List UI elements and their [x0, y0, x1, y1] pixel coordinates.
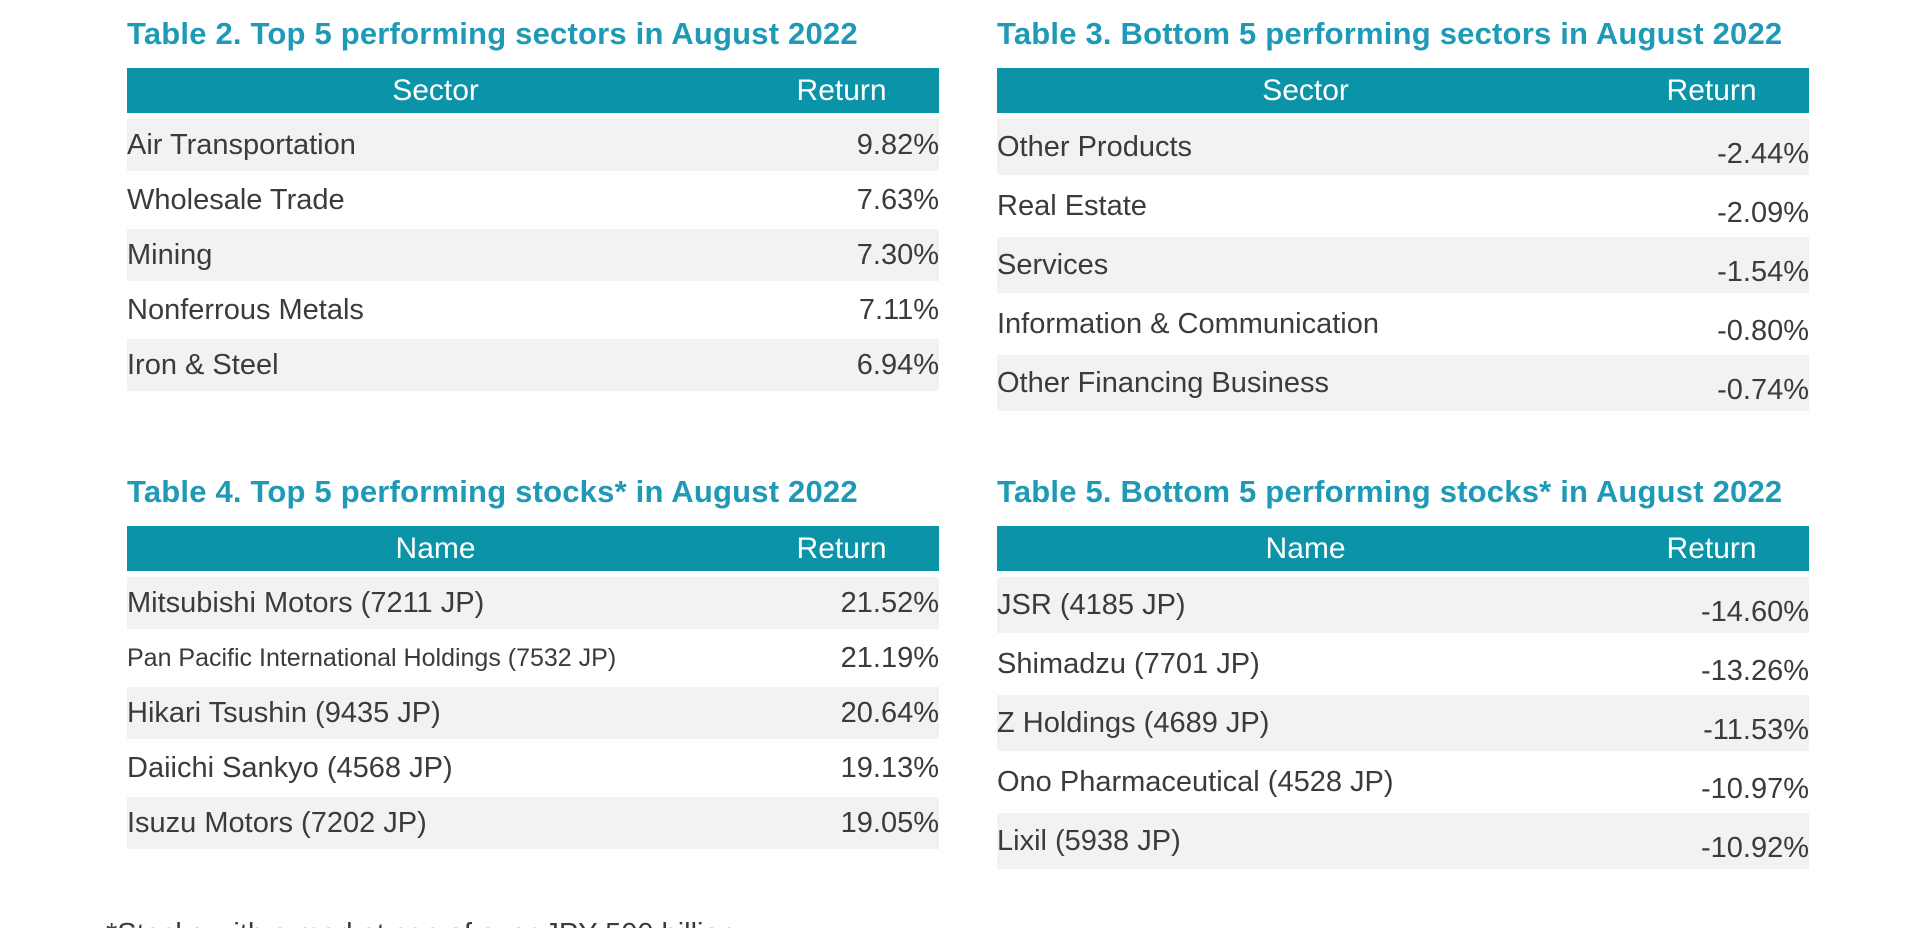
table5-block: Table 5. Bottom 5 performing stocks* in … — [997, 474, 1809, 872]
table4-top-stocks: Name Return Mitsubishi Motors (7211 JP) … — [127, 526, 939, 852]
table-row: Lixil (5938 JP) -10.92% — [997, 813, 1809, 872]
table3-bottom-sectors: Sector Return Other Products -2.44% Real… — [997, 68, 1809, 414]
table-row: Wholesale Trade 7.63% — [127, 174, 939, 229]
table-row: Other Products -2.44% — [997, 119, 1809, 178]
stock-name-cell: Shimadzu (7701 JP) — [997, 636, 1615, 695]
return-cell: 7.63% — [744, 174, 939, 229]
table5-header-row: Name Return — [997, 526, 1809, 577]
table4-header-row: Name Return — [127, 526, 939, 577]
return-cell: -13.26% — [1614, 636, 1809, 695]
return-cell: -0.74% — [1614, 355, 1809, 414]
table-row: Iron & Steel 6.94% — [127, 339, 939, 394]
table4-col-header-name: Name — [127, 526, 745, 577]
table2-top-sectors: Sector Return Air Transportation 9.82% W… — [127, 68, 939, 394]
table2-block: Table 2. Top 5 performing sectors in Aug… — [127, 16, 939, 414]
table2-header-row: Sector Return — [127, 68, 939, 119]
table2-col-header-return: Return — [744, 68, 939, 119]
return-cell: -14.60% — [1614, 577, 1809, 636]
table-row: Other Financing Business -0.74% — [997, 355, 1809, 414]
stock-name-cell: Isuzu Motors (7202 JP) — [127, 797, 745, 852]
return-cell: 21.52% — [744, 577, 939, 632]
stock-name-cell: Pan Pacific International Holdings (7532… — [127, 632, 745, 687]
table3-title: Table 3. Bottom 5 performing sectors in … — [997, 16, 1783, 51]
return-cell: -2.09% — [1614, 178, 1809, 237]
table5-col-header-return: Return — [1614, 526, 1809, 577]
return-cell: -10.92% — [1614, 813, 1809, 872]
table5-title: Table 5. Bottom 5 performing stocks* in … — [997, 474, 1783, 509]
sector-cell: Wholesale Trade — [127, 174, 745, 229]
table-row: Isuzu Motors (7202 JP) 19.05% — [127, 797, 939, 852]
stock-name-cell: JSR (4185 JP) — [997, 577, 1615, 636]
tables-grid: Table 2. Top 5 performing sectors in Aug… — [127, 16, 1920, 872]
sector-cell: Nonferrous Metals — [127, 284, 745, 339]
table-row: Real Estate -2.09% — [997, 178, 1809, 237]
table5-bottom-stocks: Name Return JSR (4185 JP) -14.60% Shimad… — [997, 526, 1809, 872]
table-row: Services -1.54% — [997, 237, 1809, 296]
sector-cell: Real Estate — [997, 178, 1615, 237]
table4-col-header-return: Return — [744, 526, 939, 577]
table-row: Mining 7.30% — [127, 229, 939, 284]
return-cell: -0.80% — [1614, 296, 1809, 355]
stock-name-cell: Mitsubishi Motors (7211 JP) — [127, 577, 745, 632]
return-cell: -2.44% — [1614, 119, 1809, 178]
table-row: Ono Pharmaceutical (4528 JP) -10.97% — [997, 754, 1809, 813]
return-cell: -11.53% — [1614, 695, 1809, 754]
table2-title: Table 2. Top 5 performing sectors in Aug… — [127, 16, 858, 51]
stock-name-cell: Lixil (5938 JP) — [997, 813, 1615, 872]
sector-cell: Air Transportation — [127, 119, 745, 174]
table-row: JSR (4185 JP) -14.60% — [997, 577, 1809, 636]
return-cell: 19.13% — [744, 742, 939, 797]
return-cell: 19.05% — [744, 797, 939, 852]
return-cell: -1.54% — [1614, 237, 1809, 296]
market-cap-footnote: *Stocks with a market cap of over JPY 50… — [106, 918, 1920, 928]
table3-col-header-return: Return — [1614, 68, 1809, 119]
sector-cell: Other Products — [997, 119, 1615, 178]
return-cell: 20.64% — [744, 687, 939, 742]
table-row: Mitsubishi Motors (7211 JP) 21.52% — [127, 577, 939, 632]
table3-col-header-sector: Sector — [997, 68, 1615, 119]
table-row: Shimadzu (7701 JP) -13.26% — [997, 636, 1809, 695]
stock-name-cell: Ono Pharmaceutical (4528 JP) — [997, 754, 1615, 813]
return-cell: 6.94% — [744, 339, 939, 394]
table2-col-header-sector: Sector — [127, 68, 745, 119]
table-row: Z Holdings (4689 JP) -11.53% — [997, 695, 1809, 754]
sector-cell: Other Financing Business — [997, 355, 1615, 414]
table-row: Air Transportation 9.82% — [127, 119, 939, 174]
sector-cell: Mining — [127, 229, 745, 284]
table-row: Information & Communication -0.80% — [997, 296, 1809, 355]
stock-name-cell: Daiichi Sankyo (4568 JP) — [127, 742, 745, 797]
table-row: Hikari Tsushin (9435 JP) 20.64% — [127, 687, 939, 742]
table3-block: Table 3. Bottom 5 performing sectors in … — [997, 16, 1809, 414]
stock-name-cell: Hikari Tsushin (9435 JP) — [127, 687, 745, 742]
sector-cell: Information & Communication — [997, 296, 1615, 355]
table5-col-header-name: Name — [997, 526, 1615, 577]
return-cell: 7.11% — [744, 284, 939, 339]
return-cell: -10.97% — [1614, 754, 1809, 813]
return-cell: 7.30% — [744, 229, 939, 284]
table-row: Nonferrous Metals 7.11% — [127, 284, 939, 339]
return-cell: 21.19% — [744, 632, 939, 687]
sector-cell: Iron & Steel — [127, 339, 745, 394]
table4-title: Table 4. Top 5 performing stocks* in Aug… — [127, 474, 858, 509]
table4-block: Table 4. Top 5 performing stocks* in Aug… — [127, 474, 939, 872]
table-row: Pan Pacific International Holdings (7532… — [127, 632, 939, 687]
return-cell: 9.82% — [744, 119, 939, 174]
table-row: Daiichi Sankyo (4568 JP) 19.13% — [127, 742, 939, 797]
stock-name-cell: Z Holdings (4689 JP) — [997, 695, 1615, 754]
table3-header-row: Sector Return — [997, 68, 1809, 119]
sector-cell: Services — [997, 237, 1615, 296]
